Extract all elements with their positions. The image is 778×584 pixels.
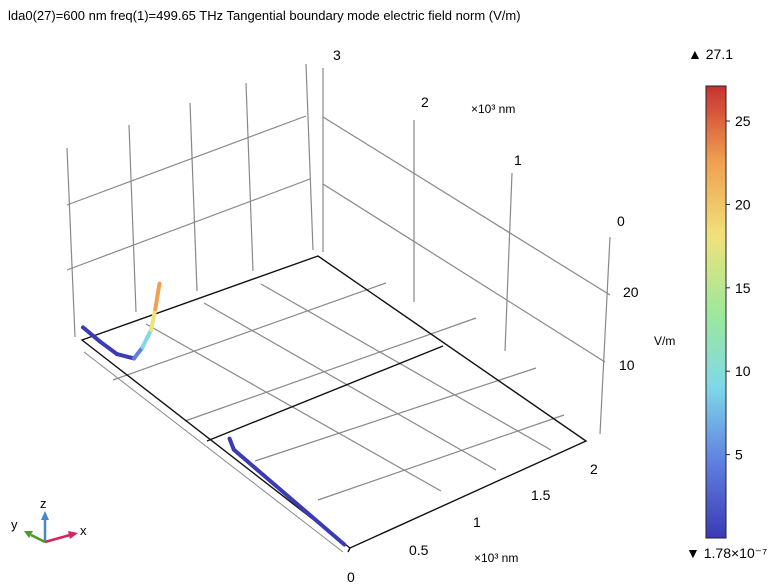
x-tick-label: 1.5 [531,487,551,503]
series-1-segment [100,342,117,355]
grid-horizontal [323,117,610,295]
floor-corner [348,548,350,552]
y-tick-label: 1 [514,152,522,168]
series-1-segment [134,347,143,358]
grid-floor [146,324,441,491]
series-1-segment [143,330,152,347]
colorbar-min-label: ▼ 1.78×10⁻⁷ [686,545,767,561]
series-1-segment [155,284,159,309]
triad-z-label: z [40,496,47,511]
grid-horizontal [67,116,306,205]
grid-floor [204,303,496,470]
floor-front-edge [84,352,343,552]
y-tick-label: 3 [333,47,341,63]
colorbar-tick-label: 5 [735,447,743,463]
triad-y-label: y [11,517,18,532]
axes-triad: z x y [11,496,87,542]
grid-vertical [505,173,512,351]
floor-mid-line [207,346,443,441]
grid-horizontal [67,179,310,270]
grid-horizontal [323,184,605,362]
x-tick-label: 2 [590,461,598,477]
triad-y-axis [31,535,45,542]
grid-floor [185,318,476,421]
triad-z-arrowhead [41,511,49,520]
grid-vertical [246,83,253,271]
z-tick-label: 10 [619,357,635,373]
grid-vertical [190,103,197,291]
x-tick-label: 0.5 [409,542,429,558]
z-axis-unit: V/m [654,334,675,348]
triad-x-axis [45,535,70,542]
colorbar: 5 10 15 20 25 ▲ 27.1 ▼ 1.78×10⁻⁷ [686,46,767,561]
x-axis-unit: ×10³ nm [474,551,518,565]
grid-vertical [129,125,136,312]
colorbar-tick-label: 20 [735,196,751,212]
grid-vertical [67,148,75,337]
colorbar-max-label: ▲ 27.1 [688,46,733,62]
colorbar-ticks: 5 10 15 20 25 [726,113,751,463]
triad-x-arrowhead [68,531,78,539]
z-tick-label: 20 [623,284,639,300]
colorbar-tick-label: 15 [735,280,751,296]
y-tick-label: 2 [421,94,429,110]
grid-vertical [306,64,313,250]
series-1-segment [151,309,155,330]
grid-lines [67,64,610,500]
x-tick-label: 1 [473,514,481,530]
grid-floor [255,368,536,461]
grid-floor [261,284,551,450]
grid-vertical [600,237,610,434]
colorbar-tick-label: 10 [735,363,751,379]
y-tick-label: 0 [617,213,625,229]
y-axis-unit: ×10³ nm [471,102,515,116]
series-1-segment [117,354,134,358]
colorbar-tick-label: 25 [735,113,751,129]
x-tick-label: 0 [347,569,355,584]
colorbar-bar [706,86,726,538]
triad-x-label: x [80,523,87,538]
